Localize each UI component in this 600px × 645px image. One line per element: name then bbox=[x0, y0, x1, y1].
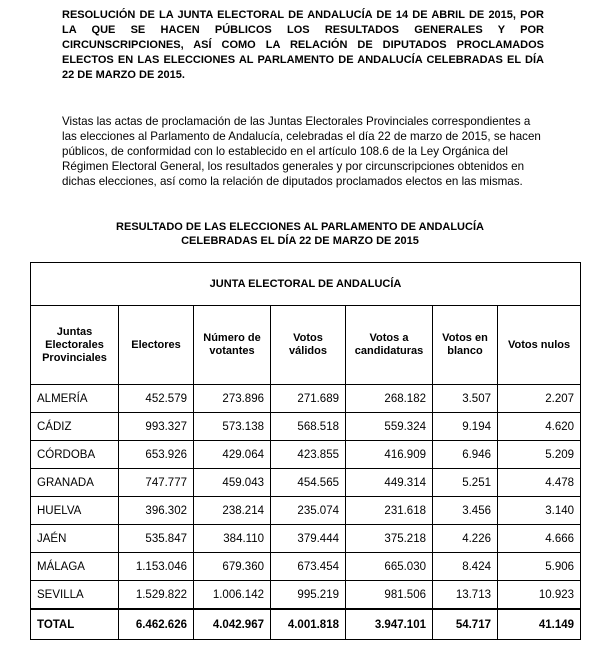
total-cell: 54.717 bbox=[432, 608, 498, 640]
data-row: JAÉN 535.847 384.110 379.444 375.218 4.226 4.6… bbox=[30, 524, 582, 553]
total-cell: 6.462.626 bbox=[118, 608, 194, 640]
column-header: Votos en blanco bbox=[432, 305, 498, 385]
cell: 559.324 bbox=[345, 412, 433, 441]
header-row: Juntas Electorales Provinciales Electores… bbox=[30, 305, 582, 385]
table-title: CELEBRADAS EL DÍA 22 DE MARZO DE 2015 bbox=[181, 235, 419, 247]
total-cell: 41.149 bbox=[496, 608, 582, 640]
cell: 1.006.142 bbox=[193, 580, 271, 610]
province: CÁDIZ bbox=[30, 412, 119, 441]
cell: 5.209 bbox=[496, 440, 582, 469]
data-row: SEVILLA 1.529.822 1.006.142 995.219 981.506 1… bbox=[30, 580, 582, 610]
column-header: Votos nulos bbox=[496, 305, 582, 385]
total-cell: 4.001.818 bbox=[270, 608, 346, 640]
province: GRANADA bbox=[30, 468, 119, 497]
paragraph: Vistas las actas de proclamación de las … bbox=[62, 115, 541, 188]
column-header: Juntas Electorales Provinciales bbox=[30, 305, 119, 385]
cell: 6.946 bbox=[432, 440, 498, 469]
total-row: TOTAL 6.462.626 4.042.967 4.001.818 3.947.10… bbox=[30, 608, 582, 640]
cell: 235.074 bbox=[270, 496, 346, 525]
data-row: CÓRDOBA 653.926 429.064 423.855 416.909 6.946… bbox=[30, 440, 582, 469]
cell: 238.214 bbox=[193, 496, 271, 525]
cell: 1.529.822 bbox=[118, 580, 194, 610]
cell: 416.909 bbox=[345, 440, 433, 469]
table-body: JUNTA ELECTORAL DE ANDALUCÍA Juntas Elec… bbox=[29, 262, 582, 640]
column-header: Votos válidos bbox=[270, 305, 346, 385]
cell: 3.507 bbox=[432, 384, 498, 413]
cell: 459.043 bbox=[193, 468, 271, 497]
cell: 231.618 bbox=[345, 496, 433, 525]
province: JAÉN bbox=[30, 524, 119, 553]
cell: 13.713 bbox=[432, 580, 498, 610]
cell: 3.140 bbox=[496, 496, 582, 525]
cell: 1.153.046 bbox=[118, 552, 194, 581]
table-title: RESULTADO DE LAS ELECCIONES AL PARLAMENT… bbox=[116, 221, 484, 233]
results-table: JUNTA ELECTORAL DE ANDALUCÍA Juntas Elec… bbox=[29, 262, 582, 640]
cell: 535.847 bbox=[118, 524, 194, 553]
table-caption: JUNTA ELECTORAL DE ANDALUCÍA bbox=[29, 262, 582, 306]
cell: 273.896 bbox=[193, 384, 271, 413]
cell: 665.030 bbox=[345, 552, 433, 581]
province: MÁLAGA bbox=[30, 552, 119, 581]
column-header: Electores bbox=[118, 305, 194, 385]
column-header: Votos a candidaturas bbox=[345, 305, 433, 385]
province: SEVILLA bbox=[30, 580, 119, 610]
cell: 4.666 bbox=[496, 524, 582, 553]
total-cell: 4.042.967 bbox=[193, 608, 271, 640]
cell: 379.444 bbox=[270, 524, 346, 553]
cell: 653.926 bbox=[118, 440, 194, 469]
cell: 10.923 bbox=[496, 580, 582, 610]
cell: 423.855 bbox=[270, 440, 346, 469]
cell: 568.518 bbox=[270, 412, 346, 441]
cell: 679.360 bbox=[193, 552, 271, 581]
cell: 573.138 bbox=[193, 412, 271, 441]
cell: 452.579 bbox=[118, 384, 194, 413]
cell: 5.906 bbox=[496, 552, 582, 581]
cell: 454.565 bbox=[270, 468, 346, 497]
province: ALMERÍA bbox=[30, 384, 119, 413]
total-cell: TOTAL bbox=[30, 608, 119, 640]
cell: 4.620 bbox=[496, 412, 582, 441]
province: CÓRDOBA bbox=[30, 440, 119, 469]
cell: 4.478 bbox=[496, 468, 582, 497]
province: HUELVA bbox=[30, 496, 119, 525]
column-header: Número de votantes bbox=[193, 305, 271, 385]
cell: 396.302 bbox=[118, 496, 194, 525]
data-row: MÁLAGA 1.153.046 679.360 673.454 665.030 8.42… bbox=[30, 552, 582, 581]
cell: 375.218 bbox=[345, 524, 433, 553]
cell: 981.506 bbox=[345, 580, 433, 610]
cell: 384.110 bbox=[193, 524, 271, 553]
document-title: RESOLUCIÓN DE LA JUNTA ELECTORAL DE ANDA… bbox=[62, 9, 544, 81]
cell: 9.194 bbox=[432, 412, 498, 441]
cell: 271.689 bbox=[270, 384, 346, 413]
cell: 673.454 bbox=[270, 552, 346, 581]
data-row: GRANADA 747.777 459.043 454.565 449.314 5.251… bbox=[30, 468, 582, 497]
cell: 4.226 bbox=[432, 524, 498, 553]
data-row: HUELVA 396.302 238.214 235.074 231.618 3.456 3… bbox=[30, 496, 582, 525]
cell: 3.456 bbox=[432, 496, 498, 525]
cell: 5.251 bbox=[432, 468, 498, 497]
cell: 449.314 bbox=[345, 468, 433, 497]
cell: 2.207 bbox=[496, 384, 582, 413]
data-row: CÁDIZ 993.327 573.138 568.518 559.324 9.194 4.… bbox=[30, 412, 582, 441]
total-cell: 3.947.101 bbox=[345, 608, 433, 640]
cell: 995.219 bbox=[270, 580, 346, 610]
cell: 268.182 bbox=[345, 384, 433, 413]
cell: 8.424 bbox=[432, 552, 498, 581]
caption-row: JUNTA ELECTORAL DE ANDALUCÍA bbox=[29, 262, 582, 306]
cell: 993.327 bbox=[118, 412, 194, 441]
cell: 429.064 bbox=[193, 440, 271, 469]
data-row: ALMERÍA 452.579 273.896 271.689 268.182 3.507… bbox=[30, 384, 582, 413]
cell: 747.777 bbox=[118, 468, 194, 497]
